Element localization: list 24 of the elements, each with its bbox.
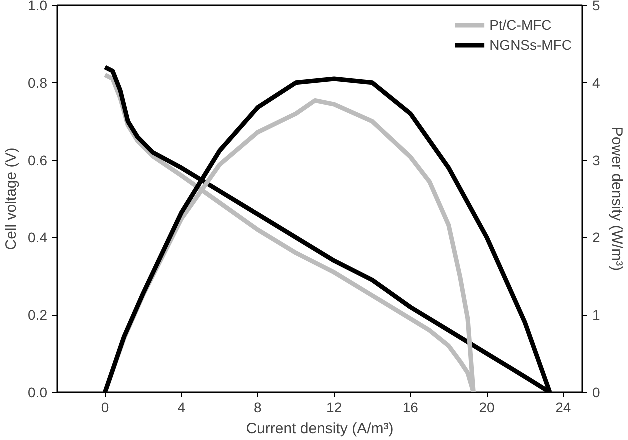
x-tick-label: 0 (101, 400, 110, 416)
legend-label: Pt/C-MFC (490, 17, 552, 33)
y-axis-title: Cell voltage (V) (3, 148, 20, 250)
y-tick-label: 0.6 (28, 152, 48, 168)
y-tick-label: 0.0 (28, 384, 48, 400)
y-tick-label: 0.2 (28, 307, 48, 324)
x-tick-label: 12 (326, 400, 342, 416)
y2-tick-label: 3 (592, 152, 600, 168)
y2-tick-label: 2 (592, 230, 600, 246)
x-tick-label: 24 (556, 400, 572, 416)
legend-label: NGNSs-MFC (490, 37, 572, 53)
y2-tick-label: 5 (592, 0, 600, 14)
x-axis-title: Current density (A/m³) (246, 420, 394, 438)
y-tick-label: 0.4 (28, 230, 48, 246)
y-tick-label: 1.0 (28, 0, 48, 14)
y2-axis-title: Power density (W/m³) (608, 126, 626, 272)
x-tick-label: 20 (479, 400, 496, 416)
y-tick-label: 0.8 (28, 74, 48, 91)
y2-tick-label: 0 (592, 384, 600, 400)
x-tick-label: 4 (178, 400, 186, 416)
x-tick-label: 16 (402, 400, 419, 416)
x-tick-label: 8 (254, 400, 262, 416)
y2-tick-label: 4 (592, 74, 600, 91)
y2-tick-label: 1 (592, 307, 600, 324)
